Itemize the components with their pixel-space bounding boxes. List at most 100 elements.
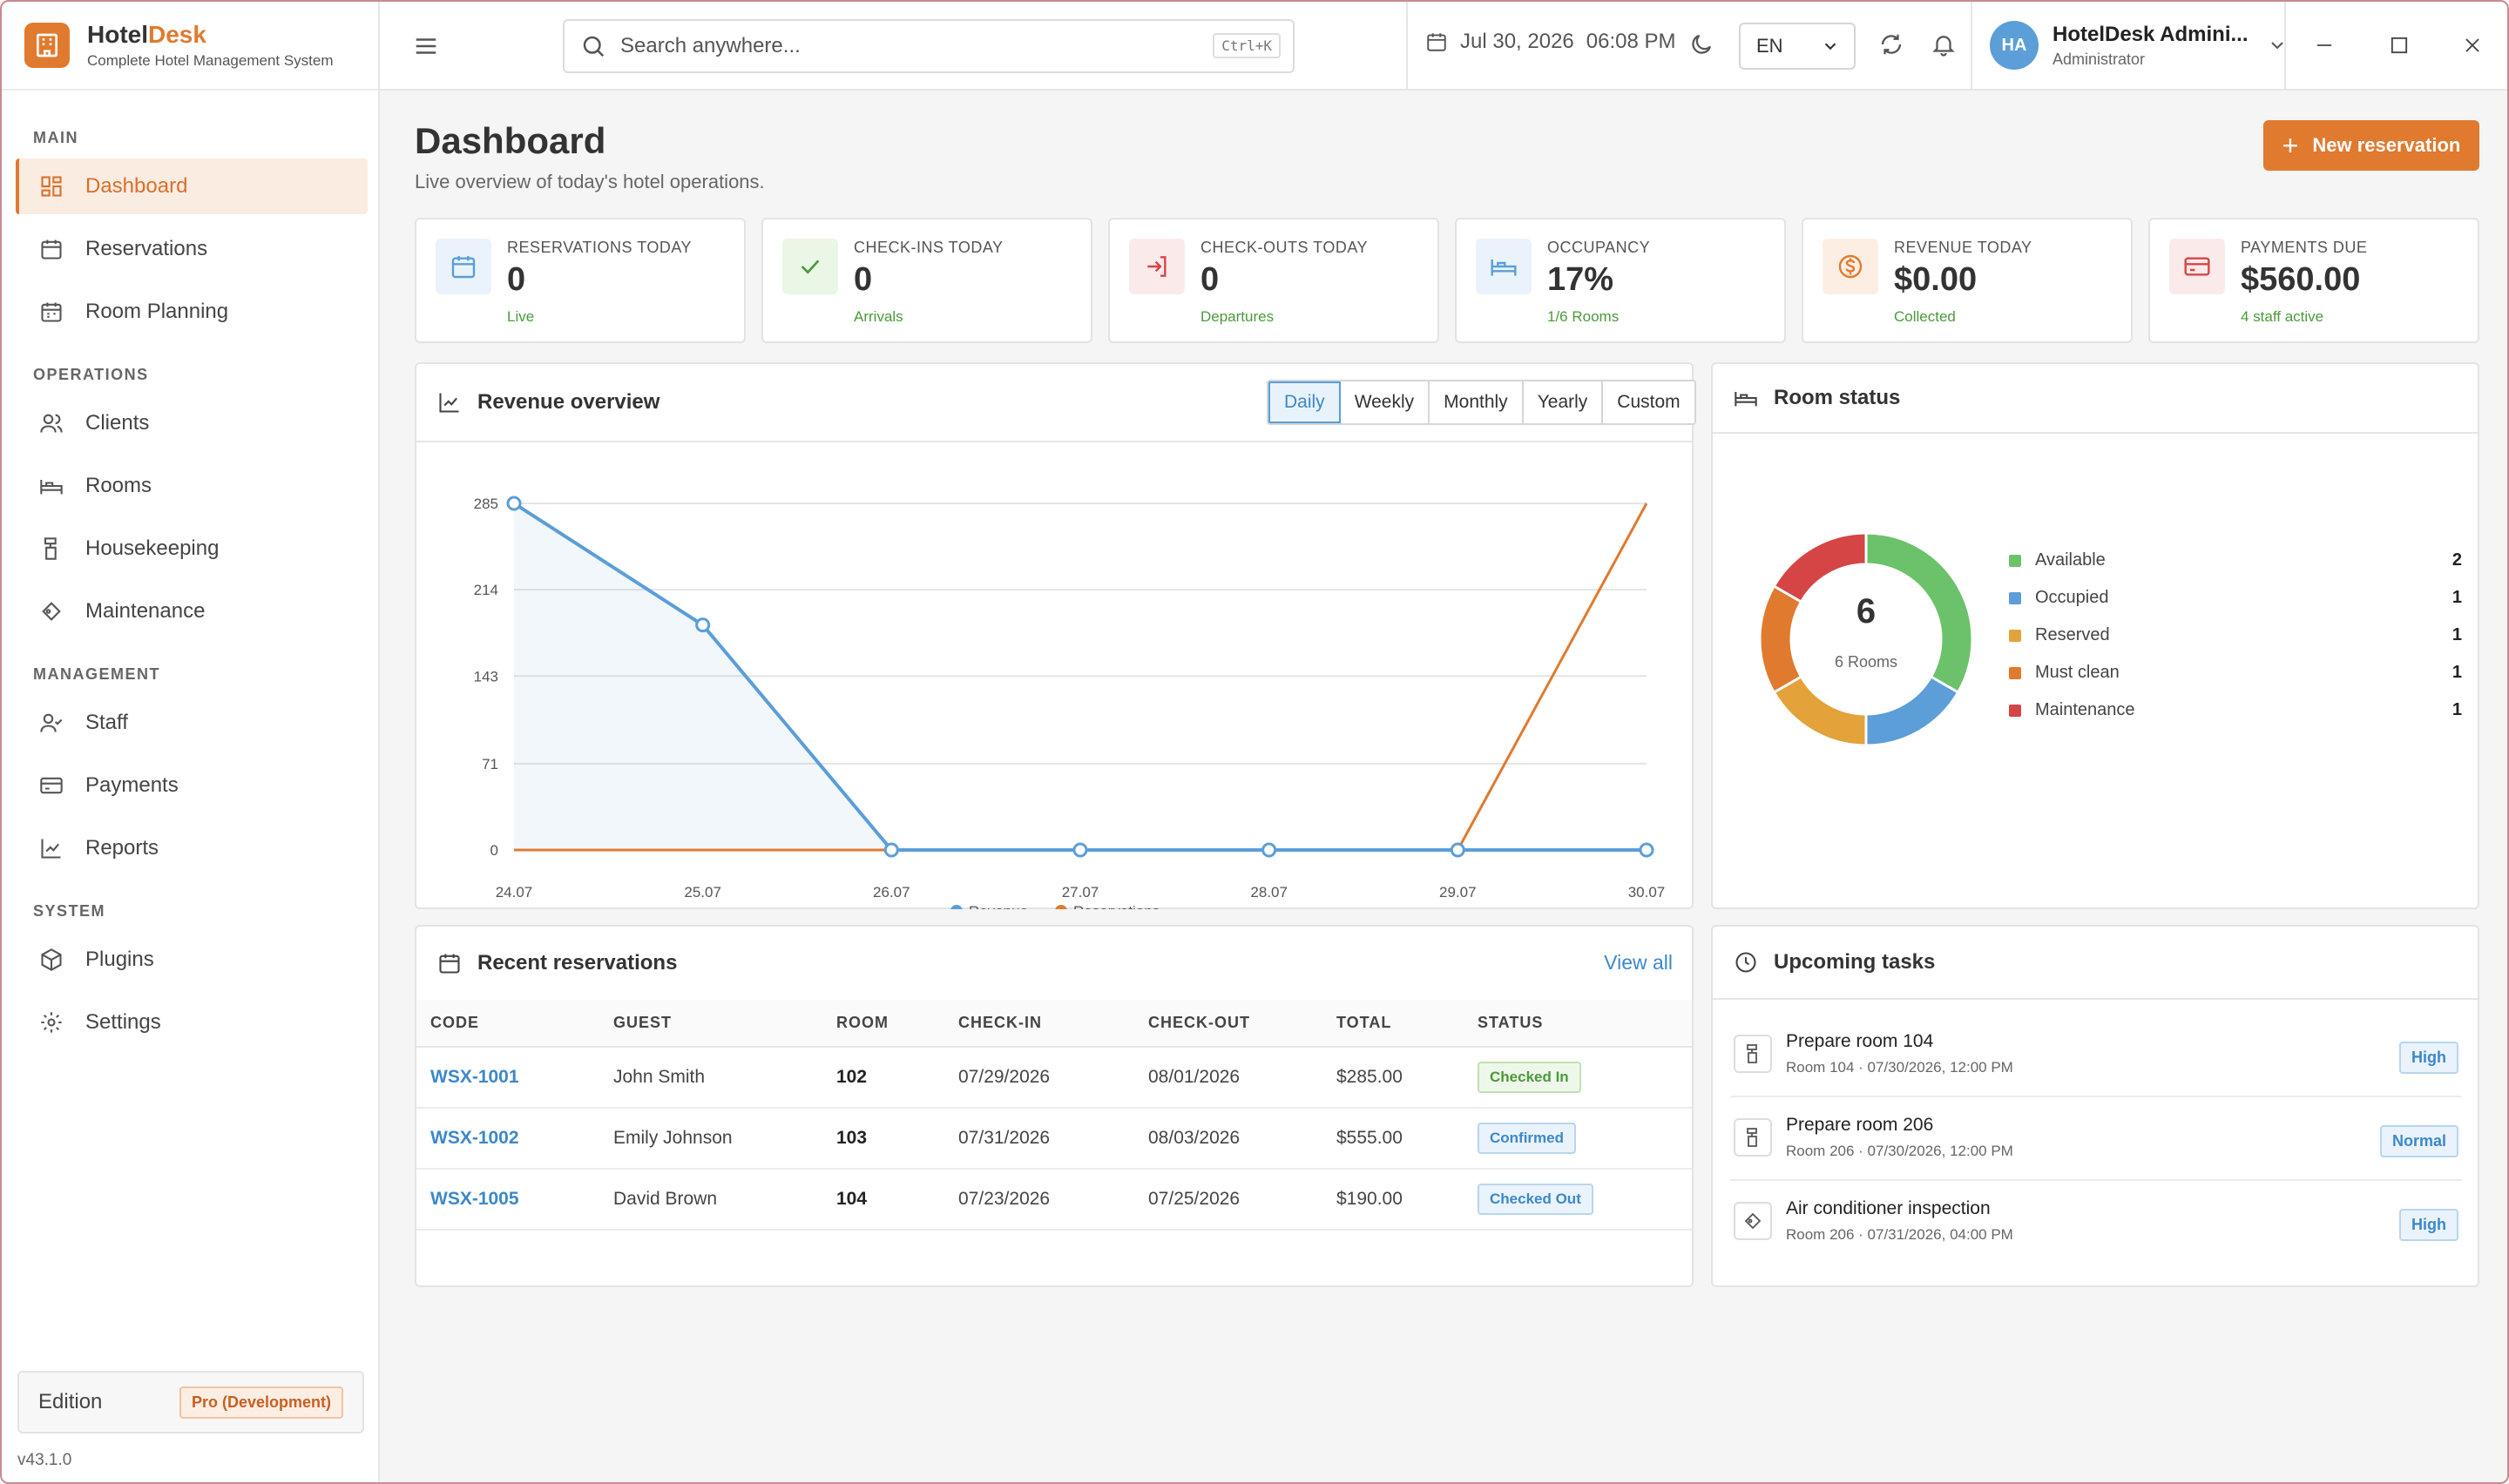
data-point	[1450, 842, 1465, 858]
sidebar-item-label: Reports	[85, 836, 159, 860]
checkin-date: 07/23/2026	[944, 1169, 1134, 1231]
reservation-code[interactable]: WSX-1001	[416, 1047, 599, 1109]
language-value: EN	[1756, 35, 1783, 57]
bed-icon	[1734, 386, 1758, 410]
avatar: HA	[1990, 21, 2039, 70]
legend-dot	[2009, 591, 2021, 604]
stat-value: $0.00	[1894, 261, 1978, 298]
checkout-date: 08/01/2026	[1134, 1047, 1322, 1109]
checkout-date: 08/03/2026	[1134, 1108, 1322, 1170]
task-item[interactable]: Air conditioner inspection Room 206 · 07…	[1730, 1181, 2462, 1265]
table-row[interactable]: WSX-1001 John Smith 102 07/29/2026 08/01…	[416, 1047, 1692, 1109]
table-header-row: CODE GUEST ROOM CHECK-IN CHECK-OUT TOTAL…	[416, 1000, 1692, 1048]
sidebar-item-reservations[interactable]: Reservations	[16, 221, 368, 277]
sidebar-item-rooms[interactable]: Rooms	[16, 458, 368, 514]
stat-value: 0	[854, 261, 873, 298]
status-cell: Checked In	[1464, 1047, 1692, 1109]
x-tick-label: 24.07	[496, 884, 533, 901]
legend-label: Reservations	[1073, 903, 1160, 909]
legend-count: 1	[2452, 663, 2462, 682]
reservation-code[interactable]: WSX-1002	[416, 1108, 599, 1170]
sidebar-item-clients[interactable]: Clients	[16, 395, 368, 451]
legend-count: 2	[2452, 550, 2462, 570]
range-yearly[interactable]: Yearly	[1523, 381, 1604, 423]
stat-payments-due: PAYMENTS DUE $560.00 4 staff active	[2148, 218, 2479, 343]
sidebar-item-plugins[interactable]: Plugins	[16, 932, 368, 988]
new-reservation-button[interactable]: + New reservation	[2263, 120, 2479, 171]
sidebar-item-staff[interactable]: Staff	[16, 695, 368, 751]
upcoming-tasks-title: Upcoming tasks	[1774, 950, 1936, 974]
sidebar-item-reports[interactable]: Reports	[16, 820, 368, 876]
dark-mode-icon[interactable]	[1688, 31, 1714, 62]
bell-icon[interactable]	[1931, 31, 1957, 62]
room-status-header: Room status	[1713, 364, 2478, 434]
divider	[1406, 2, 1408, 89]
sidebar-item-housekeeping[interactable]: Housekeeping	[16, 521, 368, 577]
topbar: Search anywhere... Ctrl+K Jul 30, 2026 0…	[380, 2, 2507, 91]
check-icon	[782, 239, 838, 294]
bed-icon	[1476, 239, 1532, 294]
room-number: 103	[822, 1108, 944, 1170]
legend-dot	[950, 905, 963, 909]
col-guest: GUEST	[599, 1000, 822, 1048]
y-tick-label: 0	[490, 842, 498, 859]
stat-value: 17%	[1547, 261, 1614, 298]
range-weekly[interactable]: Weekly	[1340, 381, 1430, 423]
room-status-card: Room status 6 6 Rooms	[1711, 362, 2479, 909]
edition-badge: Pro (Development)	[179, 1386, 343, 1419]
language-select[interactable]: EN	[1739, 23, 1856, 70]
x-tick-label: 30.07	[1628, 884, 1666, 901]
user-role: Administrator	[2053, 50, 2146, 68]
room-number: 102	[822, 1047, 944, 1109]
view-all-link[interactable]: View all	[1604, 951, 1673, 974]
range-monthly[interactable]: Monthly	[1430, 381, 1524, 423]
table-row[interactable]: WSX-1002 Emily Johnson 103 07/31/2026 08…	[416, 1108, 1692, 1170]
calendar-icon	[38, 236, 64, 262]
sidebar-item-maintenance[interactable]: Maintenance	[16, 583, 368, 639]
menu-toggle-icon[interactable]	[413, 33, 439, 59]
range-daily[interactable]: Daily	[1268, 381, 1341, 423]
refresh-icon[interactable]	[1878, 31, 1904, 62]
task-item[interactable]: Prepare room 206 Room 206 · 07/30/2026, …	[1730, 1097, 2462, 1181]
y-tick-label: 285	[474, 496, 498, 512]
maximize-icon[interactable]	[2387, 33, 2411, 62]
legend-reserved: Reserved 1	[2009, 625, 2462, 645]
sidebar-item-label: Room Planning	[85, 300, 229, 323]
sidebar-item-label: Rooms	[85, 474, 152, 497]
user-menu[interactable]: HA HotelDesk Admini... Administrator	[1990, 21, 2288, 70]
stat-sub: 4 staff active	[2241, 308, 2324, 325]
sidebar-item-room-planning[interactable]: Room Planning	[16, 284, 368, 340]
revenue-chart: 285 214 143 71 0 24.07 25.07 26.07 27.07 28.07 29.…	[474, 496, 1666, 909]
calendar-icon	[1425, 30, 1448, 53]
reservation-total: $190.00	[1322, 1169, 1464, 1231]
room-status-title: Room status	[1774, 386, 1901, 409]
sidebar-item-label: Payments	[85, 773, 179, 797]
search-shortcut: Ctrl+K	[1213, 33, 1281, 58]
revenue-card-header: Revenue overview	[416, 364, 1692, 442]
col-code: CODE	[416, 1000, 599, 1048]
legend-dot	[2009, 554, 2021, 567]
edition-label: Edition	[38, 1390, 103, 1413]
stat-value: $560.00	[2241, 261, 2361, 298]
sidebar-item-dashboard[interactable]: Dashboard	[16, 159, 368, 214]
donut-slice-reserved	[1772, 674, 1868, 747]
col-status: STATUS	[1464, 1000, 1692, 1048]
task-item[interactable]: Prepare room 104 Room 104 · 07/30/2026, …	[1730, 1014, 2462, 1097]
task-subtitle: Room 206 · 07/30/2026, 12:00 PM	[1786, 1143, 2013, 1159]
search-icon	[580, 33, 606, 59]
guest-name: John Smith	[599, 1047, 822, 1109]
reservation-code[interactable]: WSX-1005	[416, 1169, 599, 1231]
stat-value: 0	[507, 261, 526, 298]
users-icon	[38, 410, 64, 436]
sidebar-item-settings[interactable]: Settings	[16, 995, 368, 1050]
staff-icon	[38, 710, 64, 736]
revenue-title: Revenue overview	[477, 390, 660, 414]
sidebar-item-payments[interactable]: Payments	[16, 758, 368, 813]
search-input[interactable]: Search anywhere... Ctrl+K	[563, 19, 1295, 73]
close-icon[interactable]	[2460, 33, 2485, 62]
range-custom[interactable]: Custom	[1603, 381, 1694, 423]
status-badge: Confirmed	[1478, 1123, 1576, 1154]
table-row[interactable]: WSX-1005 David Brown 104 07/23/2026 07/2…	[416, 1169, 1692, 1231]
stat-label: RESERVATIONS TODAY	[507, 239, 693, 256]
minimize-icon[interactable]	[2312, 33, 2337, 62]
